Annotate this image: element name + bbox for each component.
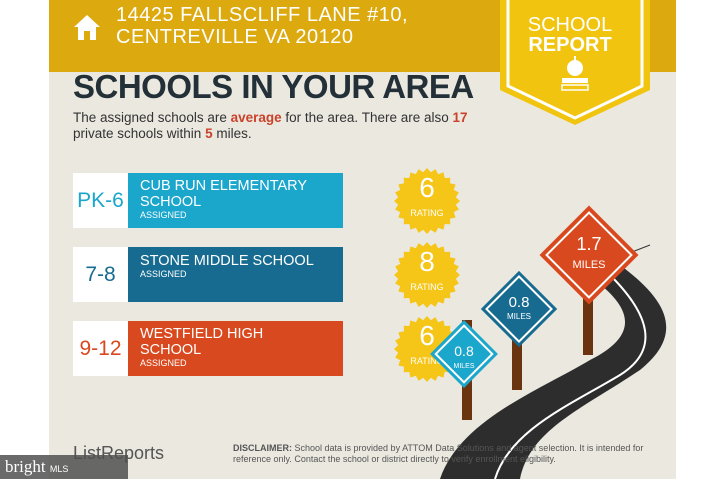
apple-books-icon [561,56,589,91]
address-line1: 14425 FALLSCLIFF LANE #10, [116,4,409,26]
school-row: PK-6 CUB RUN ELEMENTARY SCHOOL ASSIGNED 6… [73,168,460,234]
rating-label: RATING [410,208,444,218]
school-name: CUB RUN ELEMENTARY SCHOOL [140,178,307,210]
rating-label: RATING [410,356,444,366]
rating-label: RATING [410,282,444,292]
svg-text:MILES: MILES [507,312,531,321]
rating-value: 6 [419,172,435,203]
home-icon [74,15,100,40]
school-report-ribbon [500,0,650,125]
grade-level: 7-8 [73,247,128,302]
school-row: 9-12 WESTFIELD HIGH SCHOOL ASSIGNED 6 RATI… [73,316,460,382]
svg-text:1.7: 1.7 [576,234,601,254]
ribbon-report: REPORT [528,34,612,56]
school-name-bar: WESTFIELD HIGH SCHOOL ASSIGNED [128,321,343,376]
rating-value: 8 [419,246,435,277]
road-illustration [440,244,667,479]
school-row: 7-8 STONE MIDDLE SCHOOL ASSIGNED 8 RATING [73,242,460,308]
address-line2: CENTREVILLE VA 20120 [116,26,354,48]
grade-level: PK-6 [73,173,128,228]
school-status: ASSIGNED [140,210,187,220]
svg-text:0.8: 0.8 [454,343,474,359]
grade-level: 9-12 [73,321,128,376]
rating-word: average [230,110,282,125]
private-count: 17 [452,110,468,125]
ribbon-school: SCHOOL [527,14,613,36]
sign-0: 0.8 MILES [430,320,498,388]
school-status: ASSIGNED [140,269,187,279]
school-name-bar: STONE MIDDLE SCHOOL ASSIGNED [128,247,343,302]
radius: 5 [205,126,213,141]
sign-2: 1.7 MILES [539,205,639,305]
rating-value: 6 [419,320,435,351]
summary-text: The assigned schools are average for the… [73,110,468,141]
svg-text:0.8: 0.8 [509,294,530,311]
page-title: SCHOOLS IN YOUR AREA [73,68,474,105]
school-status: ASSIGNED [140,358,187,368]
rating-badge: 8 RATING [394,242,460,308]
school-name-bar: CUB RUN ELEMENTARY SCHOOL ASSIGNED [128,173,343,228]
bright-mls-watermark: bright MLS [0,455,128,479]
school-name: WESTFIELD HIGH SCHOOL [140,326,264,358]
rating-badge: 6 RATING [394,168,460,234]
svg-text:MILES: MILES [572,259,605,271]
disclaimer: DISCLAIMER: School data is provided by A… [233,443,644,464]
svg-text:MILES: MILES [453,363,474,370]
school-name: STONE MIDDLE SCHOOL [140,253,314,269]
